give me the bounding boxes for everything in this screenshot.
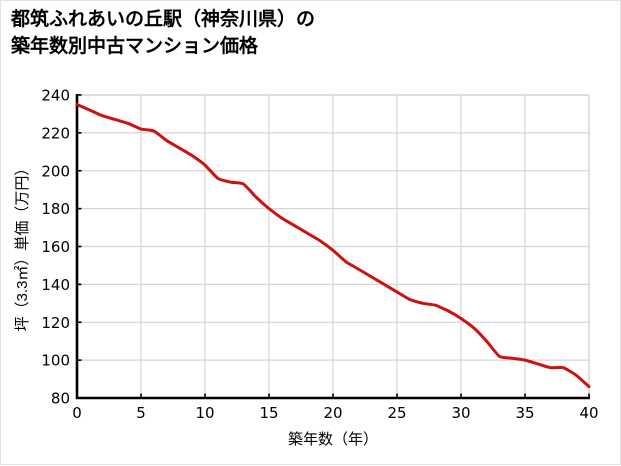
- tick-labels: 80 100 120 140 160 180 200 220 240 0 5 10 15 20 25 30 35…: [41, 87, 598, 423]
- y-tick-label: 240: [41, 87, 70, 105]
- y-tick-label: 180: [41, 200, 70, 218]
- x-tick-label: 0: [72, 404, 82, 422]
- y-tick-label: 160: [41, 238, 70, 256]
- y-tick-label: 140: [41, 276, 70, 294]
- x-axis-title: 築年数（年）: [288, 430, 378, 448]
- x-tick-label: 30: [451, 404, 470, 422]
- data-series: [75, 102, 591, 389]
- y-tick-label: 100: [41, 352, 70, 370]
- series-line-坪単価: [75, 102, 591, 389]
- y-tick-label: 220: [41, 124, 70, 142]
- y-tick-label: 120: [41, 314, 70, 332]
- x-tick-label: 25: [387, 404, 406, 422]
- x-tick-label: 5: [136, 404, 146, 422]
- y-tick-label: 80: [51, 390, 70, 408]
- y-tick-label: 200: [41, 162, 70, 180]
- y-axis-title: 坪（3.3㎡）単価（万円）: [14, 161, 31, 332]
- x-tick-label: 15: [259, 404, 278, 422]
- chart-title: 都筑ふれあいの丘駅（神奈川県）の 築年数別中古マンション価格: [11, 9, 316, 57]
- x-tick-label: 35: [515, 404, 534, 422]
- x-tick-label: 20: [323, 404, 342, 422]
- x-tick-label: 10: [195, 404, 214, 422]
- plot-frame: [75, 94, 590, 400]
- x-tick-label: 40: [579, 404, 598, 422]
